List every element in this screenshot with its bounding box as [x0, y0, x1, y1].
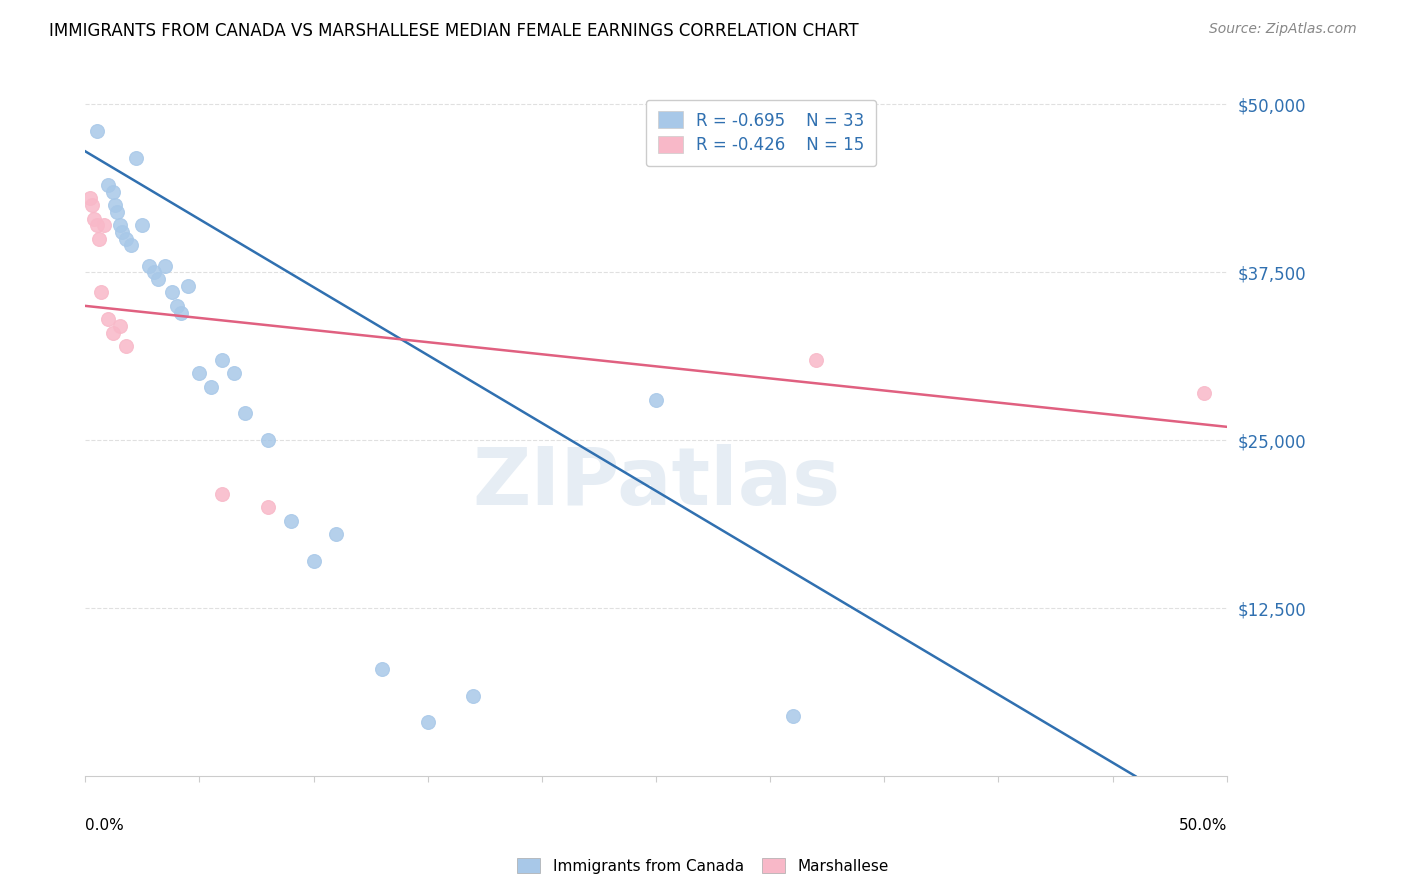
Point: [101, 326, 124, 340]
Text: IMMIGRANTS FROM CANADA VS MARSHALLESE MEDIAN FEMALE EARNINGS CORRELATION CHART: IMMIGRANTS FROM CANADA VS MARSHALLESE ME…: [49, 22, 859, 40]
Point: [82, 198, 104, 212]
Point: [280, 514, 302, 528]
Point: [233, 406, 256, 420]
Text: ZIPatlas: ZIPatlas: [472, 443, 841, 522]
Point: [416, 715, 439, 730]
Point: [115, 232, 138, 246]
Point: [120, 238, 142, 252]
Point: [188, 366, 211, 380]
Point: [86, 219, 108, 233]
Point: [257, 434, 280, 448]
Point: [93, 219, 115, 233]
Point: [97, 178, 120, 192]
Point: [804, 352, 827, 367]
Point: [170, 305, 193, 319]
Point: [124, 151, 146, 165]
Point: [142, 265, 165, 279]
Point: [160, 285, 183, 300]
Point: [645, 392, 668, 407]
Text: 0.0%: 0.0%: [86, 818, 124, 833]
Point: [97, 312, 120, 326]
Point: [115, 339, 138, 353]
Legend: Immigrants from Canada, Marshallese: Immigrants from Canada, Marshallese: [512, 852, 894, 880]
Point: [463, 689, 485, 703]
Point: [371, 662, 394, 676]
Point: [108, 319, 131, 334]
Point: [83, 211, 105, 226]
Point: [257, 500, 280, 515]
Point: [101, 185, 124, 199]
Point: [177, 278, 200, 293]
Point: [138, 259, 160, 273]
Point: [211, 487, 233, 501]
Text: 50.0%: 50.0%: [1178, 818, 1227, 833]
Point: [86, 124, 108, 138]
Point: [166, 299, 188, 313]
Point: [325, 527, 347, 541]
Point: [104, 198, 127, 212]
Point: [153, 259, 176, 273]
Point: [148, 272, 170, 286]
Point: [79, 191, 101, 205]
Point: [302, 554, 325, 568]
Point: [782, 708, 804, 723]
Point: [108, 219, 131, 233]
Legend: R = -0.695    N = 33, R = -0.426    N = 15: R = -0.695 N = 33, R = -0.426 N = 15: [647, 100, 876, 166]
Point: [222, 366, 245, 380]
Point: [87, 232, 110, 246]
Point: [1192, 386, 1215, 401]
Point: [111, 225, 134, 239]
Point: [90, 285, 112, 300]
Point: [211, 352, 233, 367]
Point: [131, 219, 153, 233]
Point: [200, 379, 222, 393]
Point: [105, 204, 128, 219]
Text: Source: ZipAtlas.com: Source: ZipAtlas.com: [1209, 22, 1357, 37]
